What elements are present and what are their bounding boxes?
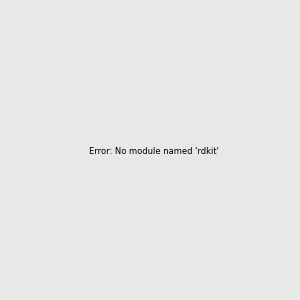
- Text: Error: No module named 'rdkit': Error: No module named 'rdkit': [89, 147, 219, 156]
